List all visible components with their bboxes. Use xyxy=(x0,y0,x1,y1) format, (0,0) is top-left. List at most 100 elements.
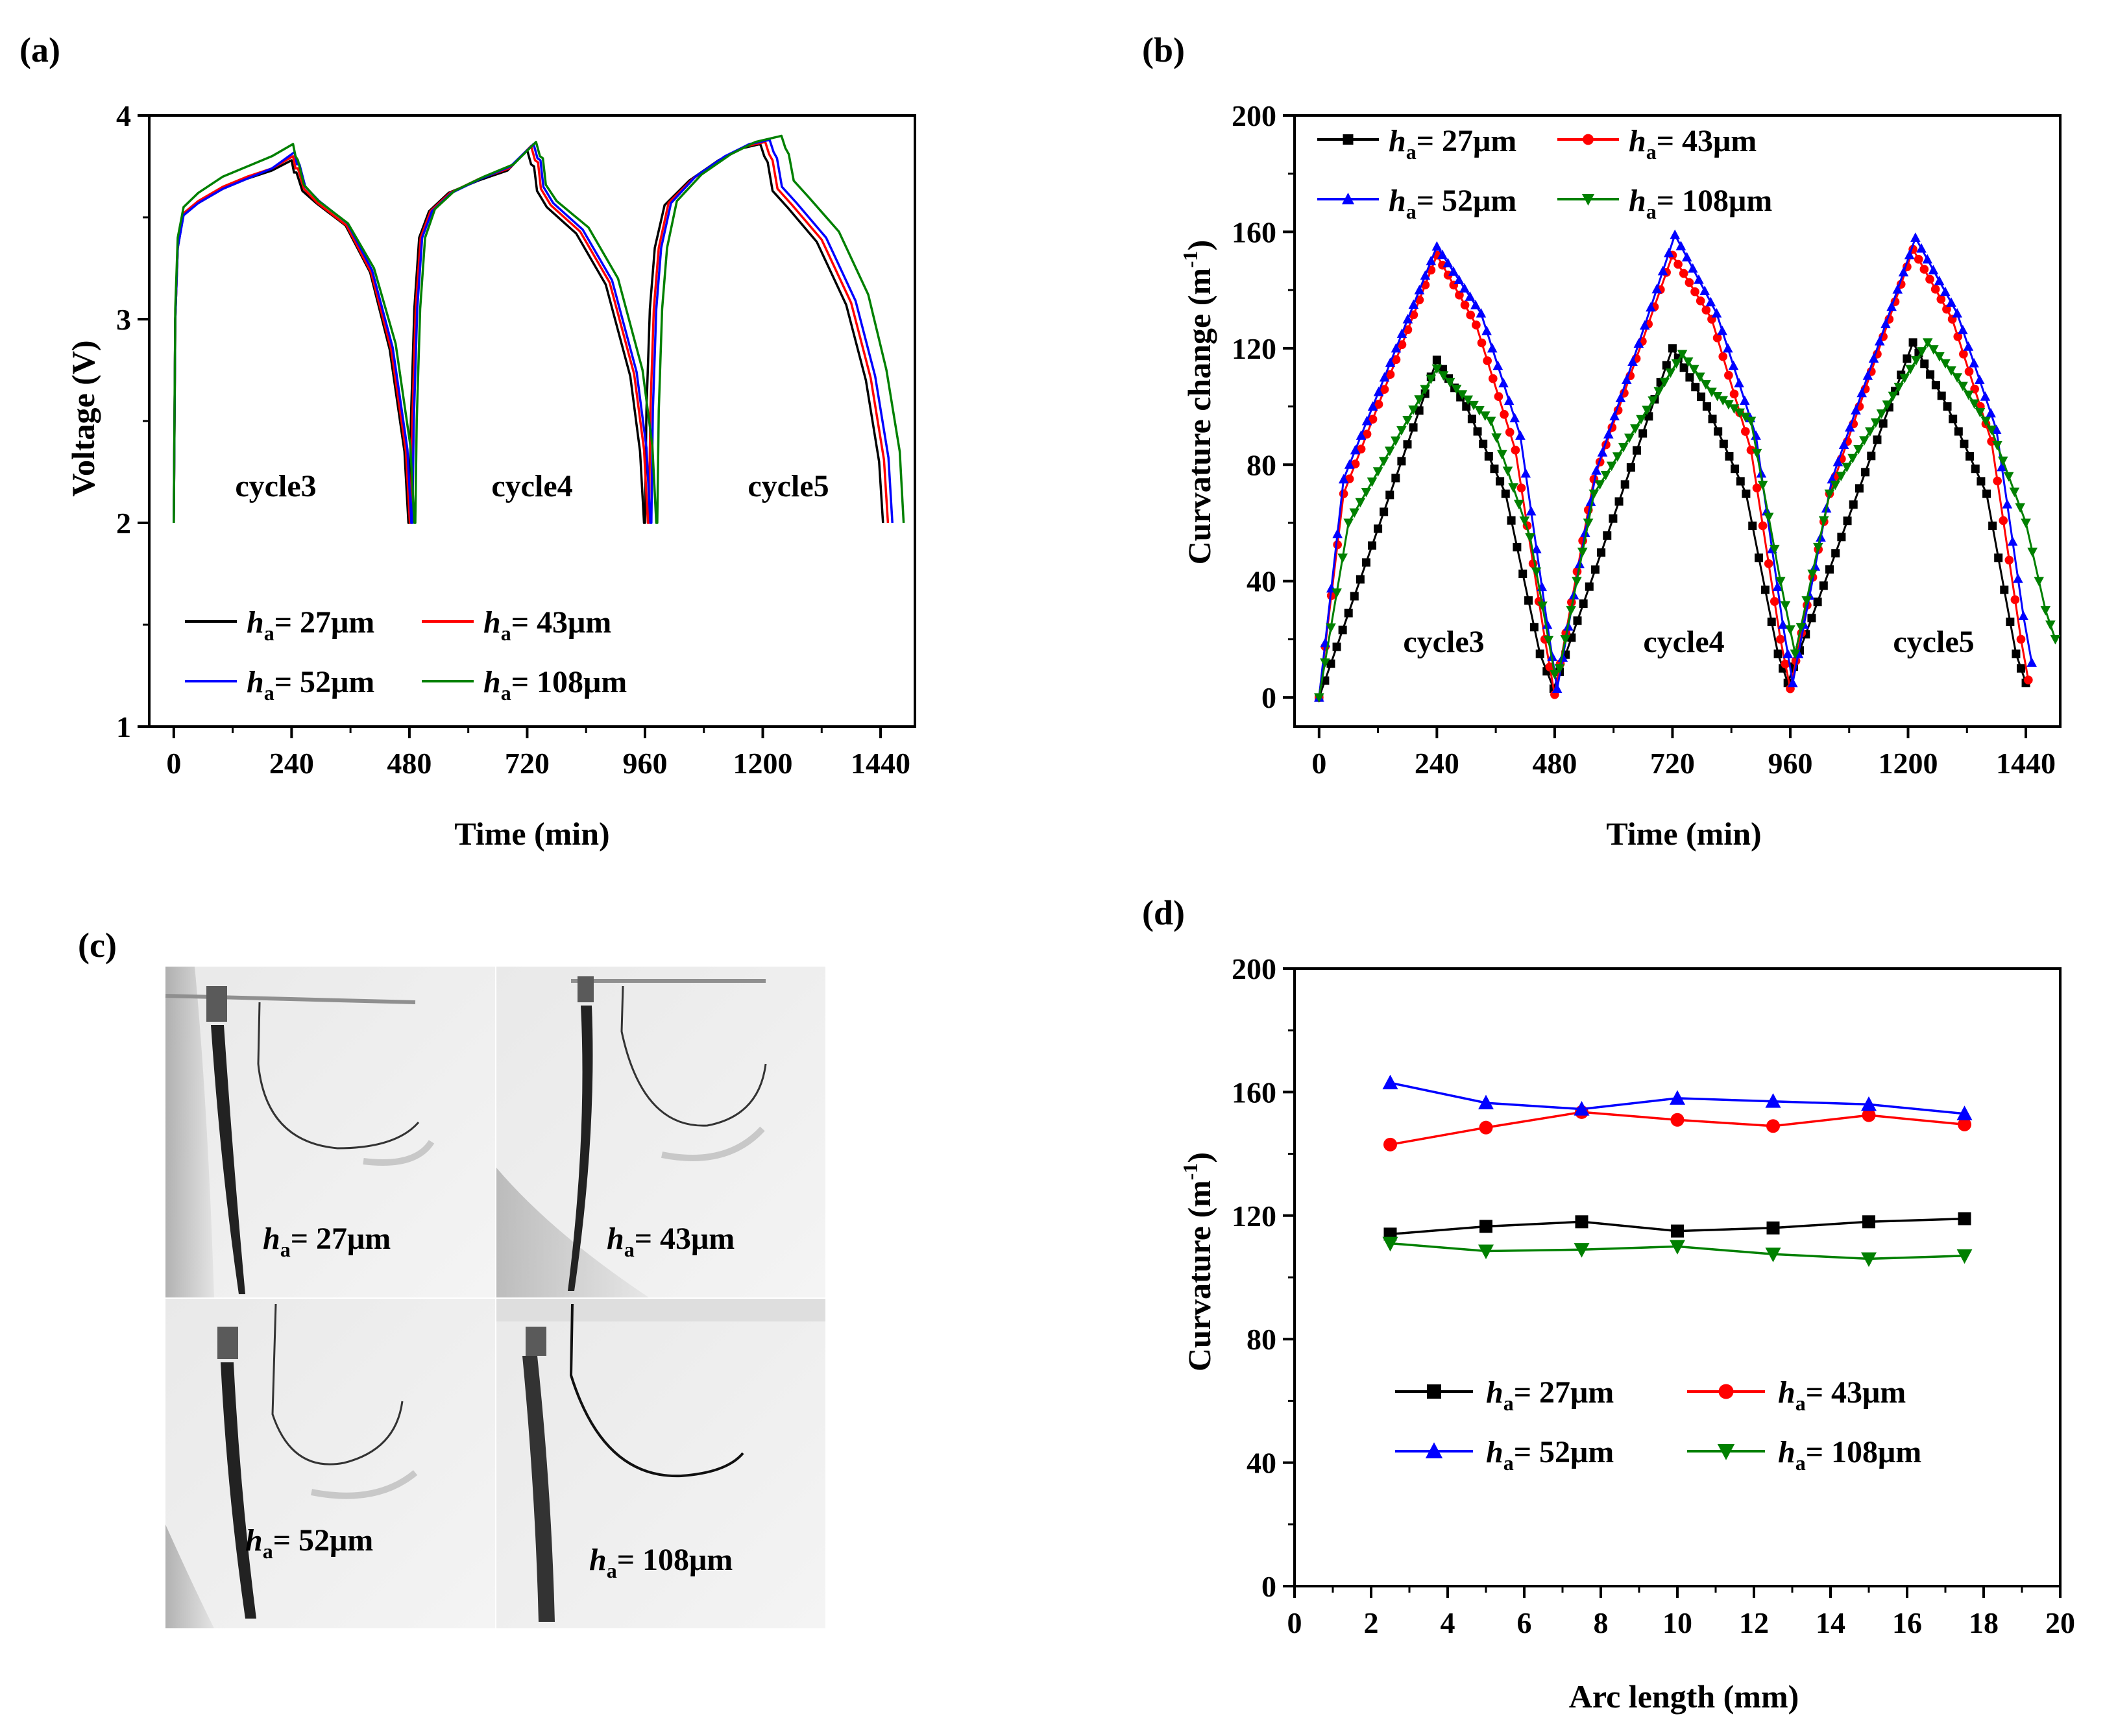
data-point-h52 xyxy=(1414,285,1425,295)
data-point-h108 xyxy=(1757,481,1768,490)
data-point-h52 xyxy=(1687,263,1698,273)
data-point-h52 xyxy=(1542,619,1553,629)
legend-marker-h43 xyxy=(1718,1384,1734,1399)
data-point-h108 xyxy=(1723,400,1734,410)
data-point-h108 xyxy=(1980,416,1991,427)
data-point-h108 xyxy=(1665,368,1676,378)
data-point-h108 xyxy=(1922,338,1933,348)
data-point-h27 xyxy=(1432,356,1441,365)
data-point-h27 xyxy=(1825,565,1834,574)
data-point-h108 xyxy=(1497,450,1507,460)
data-point-h52 xyxy=(1765,1093,1781,1108)
data-point-h52 xyxy=(1621,374,1632,385)
data-point-h52 xyxy=(1940,286,1951,296)
panel-d-legend-h43: ha= 43μm xyxy=(1778,1375,1906,1415)
data-point-h27 xyxy=(1965,452,1975,461)
data-point-h27 xyxy=(1579,599,1588,608)
data-point-h108 xyxy=(1870,418,1881,428)
data-point-h43 xyxy=(1740,427,1750,436)
panel-a-annotation-cycle3: cycle3 xyxy=(235,469,316,503)
data-point-h27 xyxy=(1943,402,1952,411)
data-point-h27 xyxy=(1415,406,1424,415)
data-point-h52 xyxy=(1734,378,1744,388)
data-point-h43 xyxy=(1925,274,1934,284)
data-point-h108 xyxy=(1588,489,1600,500)
data-point-h27 xyxy=(1332,642,1341,651)
data-point-h52 xyxy=(1922,254,1933,264)
data-point-h108 xyxy=(1707,387,1717,398)
data-point-h52 xyxy=(1391,343,1402,353)
photo-cell-glass-edge xyxy=(165,967,214,1297)
data-point-h108 xyxy=(1712,392,1723,402)
data-point-h43 xyxy=(1936,295,1946,304)
x-tick-label: 16 xyxy=(1892,1606,1922,1639)
panel-a-legend-h27: ha= 27μm xyxy=(247,605,374,645)
photo-cell-electrode-strip xyxy=(211,1025,245,1294)
data-point-h52 xyxy=(1963,341,1974,351)
data-point-h108 xyxy=(1332,588,1342,598)
data-point-h27 xyxy=(1626,463,1635,472)
data-point-h52 xyxy=(1880,319,1891,328)
data-point-h27 xyxy=(1350,592,1359,601)
data-point-h52 xyxy=(1910,232,1921,242)
data-point-h43 xyxy=(1999,516,2008,525)
panel-a-legend-h52: ha= 52μm xyxy=(247,665,374,705)
data-point-h27 xyxy=(1326,659,1335,668)
data-point-h43 xyxy=(1696,296,1705,306)
data-point-h43 xyxy=(1766,1119,1780,1133)
series-line-h27 xyxy=(173,143,884,524)
data-point-h108 xyxy=(1969,399,1980,409)
data-point-h43 xyxy=(1339,489,1348,498)
data-point-h52 xyxy=(1777,619,1788,629)
plot-frame xyxy=(1293,114,2062,728)
data-point-h52 xyxy=(1367,401,1378,411)
data-point-h52 xyxy=(1772,581,1783,592)
data-point-h108 xyxy=(1824,489,1835,500)
data-point-h27 xyxy=(2016,664,2025,673)
data-point-h52 xyxy=(1515,430,1526,440)
data-point-h52 xyxy=(1551,683,1563,693)
data-point-h108 xyxy=(1491,433,1502,443)
data-point-h43 xyxy=(1466,310,1476,320)
data-point-h27 xyxy=(1356,575,1365,584)
data-point-h52 xyxy=(1402,313,1413,324)
data-point-h52 xyxy=(1928,265,1939,274)
data-point-h52 xyxy=(1465,291,1476,301)
data-point-h108 xyxy=(1606,461,1617,472)
data-point-h43 xyxy=(1752,483,1762,492)
data-point-h108 xyxy=(1740,413,1751,422)
data-point-h52 xyxy=(1892,284,1903,294)
data-point-h108 xyxy=(1543,636,1554,645)
data-point-h27 xyxy=(1937,391,1946,400)
data-point-h27 xyxy=(1368,541,1377,550)
data-point-h52 xyxy=(1580,527,1590,537)
legend-marker-h52 xyxy=(1341,193,1355,204)
data-point-h52 xyxy=(1591,465,1601,475)
data-point-h27 xyxy=(1837,533,1846,542)
data-point-h108 xyxy=(1940,359,1951,369)
data-point-h108 xyxy=(1531,567,1542,577)
photo-cell-h52: ha= 52μm xyxy=(165,1299,495,1628)
data-point-h108 xyxy=(1775,577,1786,586)
data-point-h108 xyxy=(1566,606,1576,616)
data-point-h108 xyxy=(2009,487,2020,498)
data-point-h108 xyxy=(1847,453,1858,464)
data-point-h52 xyxy=(1832,456,1843,466)
panel-a-x-axis-label: Time (min) xyxy=(454,815,609,852)
series-h27 xyxy=(1315,338,2030,702)
data-point-h43 xyxy=(1380,385,1389,394)
x-tick-label: 960 xyxy=(1768,747,1812,780)
data-point-h43 xyxy=(1685,278,1694,287)
data-point-h52 xyxy=(1597,447,1608,457)
data-point-h43 xyxy=(1500,409,1509,419)
data-point-h27 xyxy=(1513,542,1522,551)
panel-label-b: (b) xyxy=(1142,30,1185,69)
data-point-h108 xyxy=(1525,533,1535,543)
data-point-h27 xyxy=(1873,435,1882,444)
data-point-h108 xyxy=(2021,518,2031,529)
data-point-h27 xyxy=(1344,609,1353,618)
data-point-h52 xyxy=(1633,338,1644,348)
data-point-h108 xyxy=(1513,500,1524,510)
data-point-h27 xyxy=(1708,415,1717,424)
